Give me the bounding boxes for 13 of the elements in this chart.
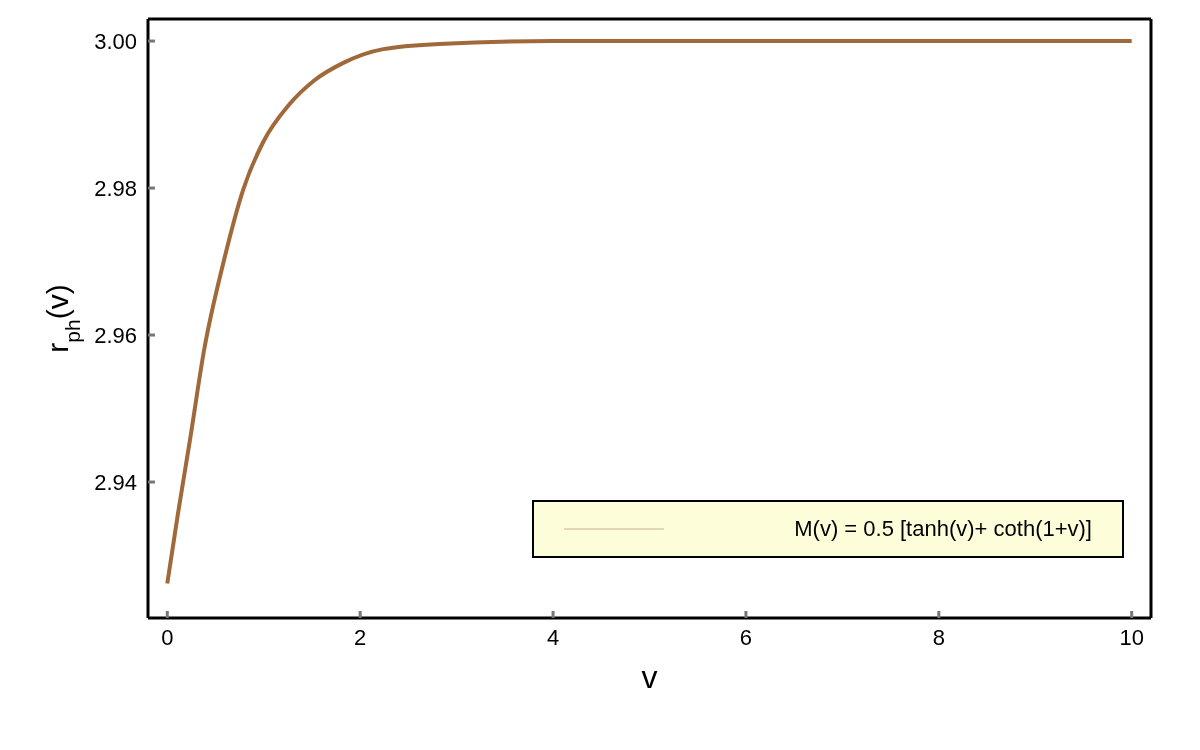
x-tick-label: 8 bbox=[932, 624, 945, 650]
x-tick-label: 2 bbox=[354, 624, 367, 650]
x-tick-label: 4 bbox=[546, 624, 560, 650]
legend-box: M(v) = 0.5 [tanh(v)+ coth(1+v)] bbox=[532, 500, 1124, 558]
x-tick-label: 6 bbox=[739, 624, 753, 650]
line-series bbox=[165, 39, 1134, 586]
x-tick-label: 10 bbox=[1119, 624, 1144, 650]
y-tick-label: 2.94 bbox=[94, 469, 137, 495]
x-tick-label: 0 bbox=[161, 624, 174, 650]
y-tick-label: 2.96 bbox=[94, 322, 137, 348]
x-axis-title: v bbox=[641, 659, 658, 695]
y-tick-label: 3.00 bbox=[94, 28, 137, 54]
y-tick-label: 2.98 bbox=[94, 175, 137, 201]
